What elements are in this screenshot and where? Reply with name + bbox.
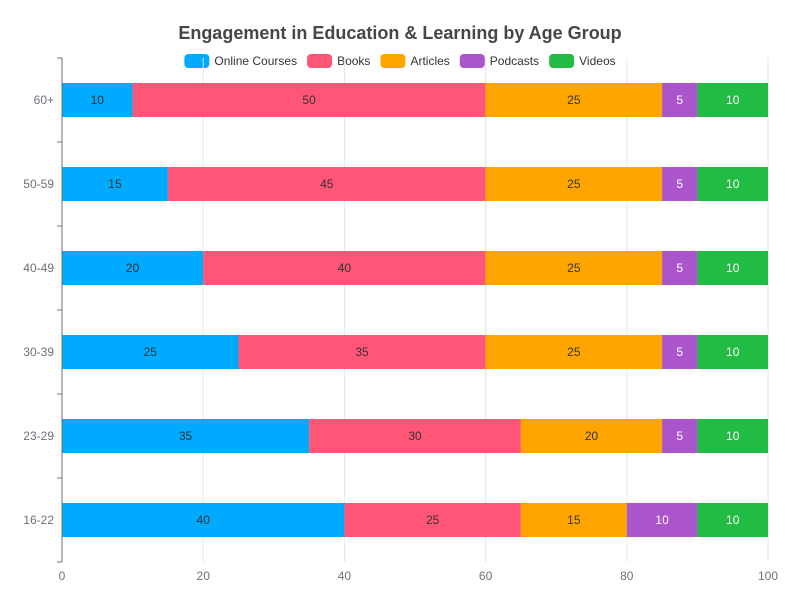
x-tick-label-20: 20 (197, 569, 211, 583)
data-label-podcasts-50-59: 5 (676, 177, 683, 191)
data-label-books-40-49: 40 (338, 261, 352, 275)
data-label-videos-23-29: 10 (726, 429, 740, 443)
legend-item-podcasts[interactable]: Podcasts (460, 54, 539, 68)
legend-label-books: Books (337, 54, 370, 68)
gridlines (203, 58, 768, 562)
data-label-books-23-29: 30 (408, 429, 422, 443)
legend-label-articles: Articles (410, 54, 449, 68)
y-tick-label-30-39: 30-39 (23, 345, 54, 359)
data-labels: 40 25 15 10 10 35 30 20 5 10 25 35 25 5 10 20 40 25 5 10 15 4… (91, 93, 740, 527)
y-tick-label-50-59: 50-59 (23, 177, 54, 191)
data-label-books-50-59: 45 (320, 177, 334, 191)
data-label-articles-23-29: 20 (585, 429, 599, 443)
legend-swatch-videos (549, 54, 574, 68)
bars (62, 83, 768, 537)
x-tick-label-40: 40 (338, 569, 352, 583)
data-label-articles-30-39: 25 (567, 345, 581, 359)
data-label-podcasts-60: 5 (676, 93, 683, 107)
legend-item-videos[interactable]: Videos (549, 54, 615, 68)
data-label-online-courses-16-22: 40 (197, 513, 211, 527)
y-tick-label-60: 60+ (34, 93, 54, 107)
y-tick-label-40-49: 40-49 (23, 261, 54, 275)
data-label-videos-30-39: 10 (726, 345, 740, 359)
data-label-online-courses-50-59: 15 (108, 177, 122, 191)
legend-item-books[interactable]: Books (307, 54, 370, 68)
legend-item-online-courses[interactable]: Online Courses (184, 54, 297, 68)
legend-label-podcasts: Podcasts (490, 54, 539, 68)
data-label-videos-40-49: 10 (726, 261, 740, 275)
legend-label-online-courses: Online Courses (214, 54, 297, 68)
legend-label-videos: Videos (579, 54, 615, 68)
x-tick-label-100: 100 (758, 569, 778, 583)
data-label-videos-50-59: 10 (726, 177, 740, 191)
data-label-videos-16-22: 10 (726, 513, 740, 527)
data-label-online-courses-40-49: 20 (126, 261, 140, 275)
y-tick-label-16-22: 16-22 (23, 513, 54, 527)
data-label-articles-40-49: 25 (567, 261, 581, 275)
chart-title: Engagement in Education & Learning by Ag… (178, 23, 621, 43)
legend-swatch-books (307, 54, 332, 68)
data-label-online-courses-60: 10 (91, 93, 105, 107)
data-label-articles-60: 25 (567, 93, 581, 107)
legend-item-articles[interactable]: Articles (380, 54, 449, 68)
data-label-books-16-22: 25 (426, 513, 440, 527)
data-label-videos-60: 10 (726, 93, 740, 107)
legend-swatch-online-courses (184, 54, 209, 68)
legend: Online Courses Books Articles Podcasts Video… (184, 54, 615, 68)
x-tick-label-0: 0 (59, 569, 66, 583)
data-label-online-courses-23-29: 35 (179, 429, 193, 443)
data-label-books-30-39: 35 (355, 345, 369, 359)
data-label-podcasts-40-49: 5 (676, 261, 683, 275)
data-label-podcasts-23-29: 5 (676, 429, 683, 443)
data-label-articles-50-59: 25 (567, 177, 581, 191)
y-tick-label-23-29: 23-29 (23, 429, 54, 443)
data-label-books-60: 50 (302, 93, 316, 107)
data-label-podcasts-30-39: 5 (676, 345, 683, 359)
data-label-articles-16-22: 15 (567, 513, 581, 527)
x-tick-label-60: 60 (479, 569, 493, 583)
data-label-online-courses-30-39: 25 (144, 345, 158, 359)
legend-swatch-podcasts (460, 54, 485, 68)
x-tick-label-80: 80 (620, 569, 634, 583)
data-label-podcasts-16-22: 10 (655, 513, 669, 527)
legend-swatch-articles (380, 54, 405, 68)
